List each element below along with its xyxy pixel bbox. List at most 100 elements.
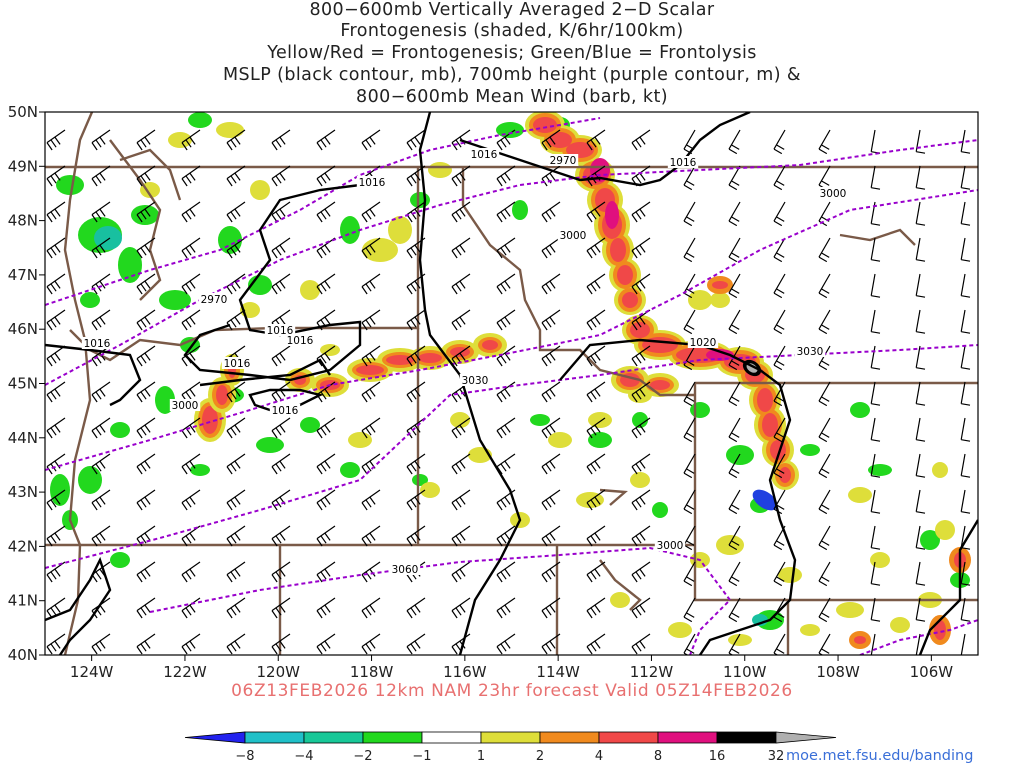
wind-barb bbox=[586, 129, 606, 151]
wind-barb bbox=[181, 525, 201, 547]
colorbar-segment bbox=[716, 731, 777, 744]
wind-barb bbox=[915, 309, 926, 334]
wind-barb bbox=[136, 201, 156, 223]
mslp-contour-line bbox=[248, 388, 324, 412]
wind-barb bbox=[683, 597, 696, 623]
wind-barb bbox=[631, 201, 651, 223]
wind-barb bbox=[960, 561, 971, 586]
wind-barb bbox=[960, 525, 971, 550]
lon-tick-label: 114W bbox=[536, 663, 580, 681]
wind-barb bbox=[406, 309, 426, 331]
wind-barb bbox=[683, 381, 696, 407]
shade-cell bbox=[610, 238, 626, 262]
border-line bbox=[693, 383, 978, 602]
wind-barb bbox=[773, 561, 786, 587]
wind-barb bbox=[728, 165, 741, 191]
wind-barb bbox=[496, 417, 516, 439]
wind-barb bbox=[46, 273, 66, 295]
wind-barb bbox=[226, 453, 246, 475]
height-contour-line bbox=[45, 139, 978, 386]
wind-barb bbox=[361, 129, 381, 151]
wind-barb bbox=[226, 273, 246, 295]
wind-barb bbox=[631, 489, 651, 511]
wind-barb bbox=[496, 561, 516, 583]
lon-tick-label: 122W bbox=[163, 663, 207, 681]
wind-barb bbox=[870, 381, 881, 406]
wind-barb bbox=[496, 165, 516, 187]
wind-barb bbox=[46, 561, 66, 583]
shade-cell bbox=[533, 117, 557, 133]
shade-cell bbox=[622, 292, 638, 308]
colorbar-label: −8 bbox=[235, 749, 254, 764]
wind-barb bbox=[728, 201, 741, 227]
wind-barb bbox=[818, 273, 831, 299]
wind-barb bbox=[631, 453, 651, 475]
wind-barb bbox=[870, 597, 881, 622]
wind-barb bbox=[451, 165, 471, 187]
wind-barb bbox=[181, 345, 201, 367]
shade-cell bbox=[188, 112, 212, 128]
wind-barb bbox=[316, 561, 336, 583]
wind-barb bbox=[728, 525, 741, 551]
colorbar-label: −1 bbox=[412, 749, 431, 764]
wind-barb bbox=[271, 633, 291, 655]
colorbar-segment bbox=[362, 731, 423, 744]
wind-barb bbox=[683, 561, 696, 587]
height-label: 3030 bbox=[797, 346, 824, 358]
wind-barb bbox=[541, 273, 561, 295]
wind-barb bbox=[181, 309, 201, 331]
wind-barb bbox=[136, 273, 156, 295]
wind-barb bbox=[406, 345, 426, 367]
wind-barb bbox=[773, 417, 786, 443]
wind-barb bbox=[631, 345, 651, 367]
wind-barb bbox=[683, 417, 696, 443]
wind-barb bbox=[631, 381, 651, 403]
wind-barb bbox=[541, 201, 561, 223]
wind-barb bbox=[181, 165, 201, 187]
wind-barb bbox=[631, 417, 651, 439]
wind-barb bbox=[818, 453, 831, 479]
wind-barb bbox=[631, 309, 651, 331]
wind-barb bbox=[316, 489, 336, 511]
wind-barb bbox=[586, 453, 606, 475]
shade-cell bbox=[850, 402, 870, 418]
border-line bbox=[461, 167, 695, 397]
shade-cell bbox=[216, 385, 228, 405]
wind-barb bbox=[915, 489, 926, 514]
wind-barb bbox=[683, 201, 696, 227]
wind-barb bbox=[46, 309, 66, 331]
wind-barb bbox=[316, 237, 336, 259]
shade-cell bbox=[168, 132, 192, 148]
mslp-label: 1016 bbox=[84, 338, 111, 350]
wind-barb bbox=[960, 129, 971, 154]
title-line-2: Frontogenesis (shaded, K/6hr/100km) bbox=[340, 21, 684, 41]
colorbar-segment bbox=[657, 731, 718, 744]
shade-cell bbox=[712, 281, 728, 289]
wind-barb bbox=[631, 237, 651, 259]
wind-barb bbox=[728, 129, 741, 155]
lon-tick-label: 106W bbox=[910, 663, 954, 681]
wind-barb bbox=[361, 381, 381, 403]
wind-barb bbox=[960, 345, 971, 370]
wind-barb bbox=[361, 345, 381, 367]
shade-cell bbox=[710, 292, 730, 308]
mslp-label-bg bbox=[667, 156, 699, 168]
shade-cell bbox=[690, 402, 710, 418]
shade-cell bbox=[412, 474, 428, 486]
wind-barb bbox=[271, 561, 291, 583]
colorbar-segment bbox=[480, 731, 541, 744]
wind-barb bbox=[915, 633, 921, 655]
height-label: 2970 bbox=[201, 294, 228, 306]
shade-cell bbox=[300, 417, 320, 433]
mslp-contour-line bbox=[559, 338, 797, 655]
wind-barb bbox=[960, 165, 971, 190]
shade-cell bbox=[216, 122, 244, 138]
wind-barb bbox=[451, 525, 471, 547]
wind-barb bbox=[46, 417, 66, 439]
wind-barb bbox=[136, 345, 156, 367]
wind-barb bbox=[773, 273, 786, 299]
wind-barb bbox=[915, 381, 926, 406]
shade-cell bbox=[159, 290, 191, 310]
colorbar-label: 16 bbox=[709, 749, 726, 764]
wind-barb bbox=[818, 381, 831, 407]
